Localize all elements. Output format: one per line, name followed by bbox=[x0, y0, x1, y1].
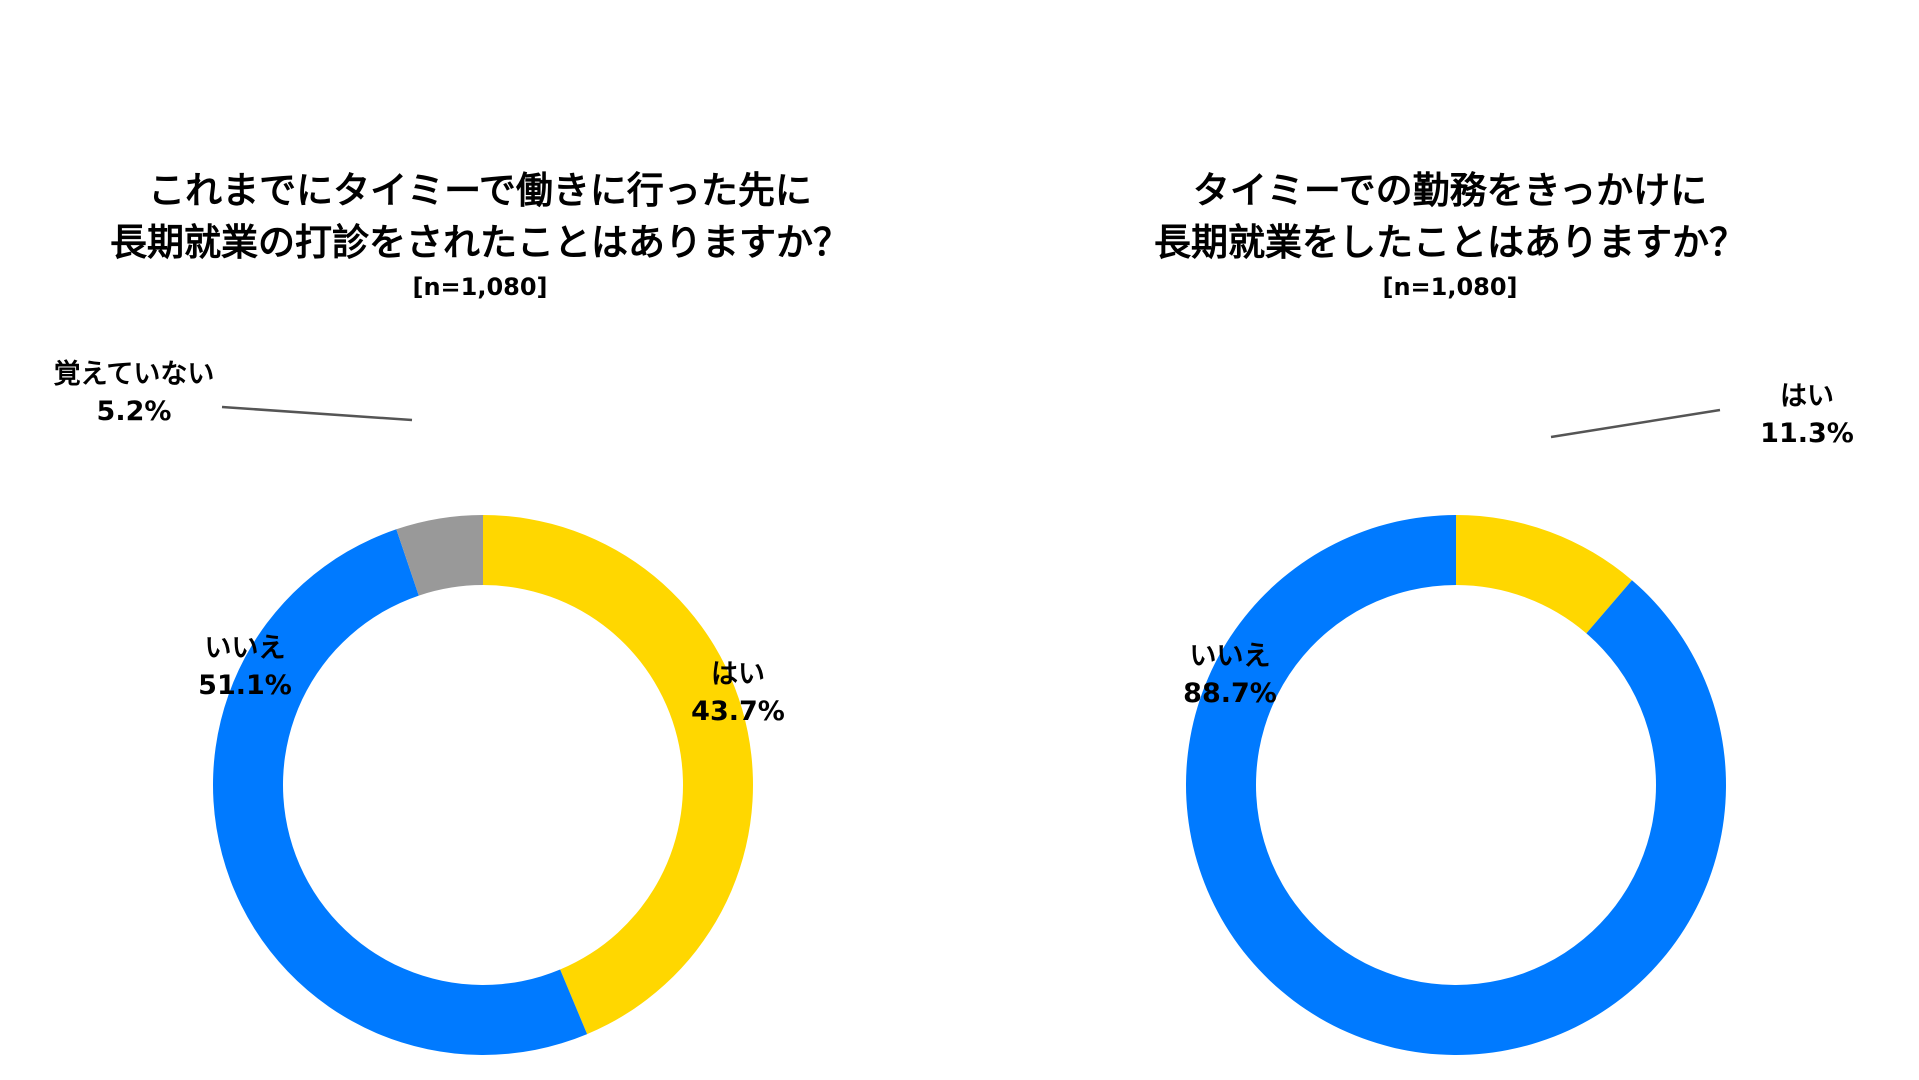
slice-value-label: 5.2% bbox=[97, 396, 172, 427]
slice-value-label: 88.7% bbox=[1183, 678, 1277, 709]
donut-slice-yes bbox=[1456, 515, 1632, 634]
chart-title-line-1: タイミーでの勤務をきっかけに bbox=[1192, 169, 1708, 212]
slice-label: いいえ bbox=[1190, 641, 1271, 672]
slice-label: いいえ bbox=[205, 633, 286, 664]
chart-title-1: これまでにタイミーで働きに行った先に 長期就業の打診をされたことはありますか？ … bbox=[90, 165, 870, 305]
chart-title-line-2: 長期就業の打診をされたことはありますか？ bbox=[110, 221, 850, 264]
chart-title-2: タイミーでの勤務をきっかけに 長期就業をしたことはありますか？ [n=1,080… bbox=[1060, 165, 1840, 305]
chart-subtitle: [n=1,080] bbox=[1382, 273, 1518, 301]
slice-value-label: 51.1% bbox=[198, 670, 292, 701]
slice-label: はい bbox=[711, 659, 765, 690]
chart-title-line-2: 長期就業をしたことはありますか？ bbox=[1154, 221, 1746, 264]
slice-label: 覚えていない bbox=[54, 359, 215, 390]
label-leader-line bbox=[221, 405, 413, 422]
label-leader-line bbox=[1550, 408, 1721, 439]
donut-slice-no bbox=[1186, 515, 1726, 1055]
donut-slice-no bbox=[212, 529, 588, 1056]
slice-value-label: 43.7% bbox=[691, 696, 785, 727]
chart-subtitle: [n=1,080] bbox=[412, 273, 548, 301]
slice-label: はい bbox=[1780, 381, 1834, 412]
donut-slice-yes bbox=[483, 515, 753, 1035]
chart-title-line-1: これまでにタイミーで働きに行った先に bbox=[148, 169, 812, 212]
donut-slice-unknown bbox=[396, 515, 483, 596]
slice-value-label: 11.3% bbox=[1760, 418, 1854, 449]
